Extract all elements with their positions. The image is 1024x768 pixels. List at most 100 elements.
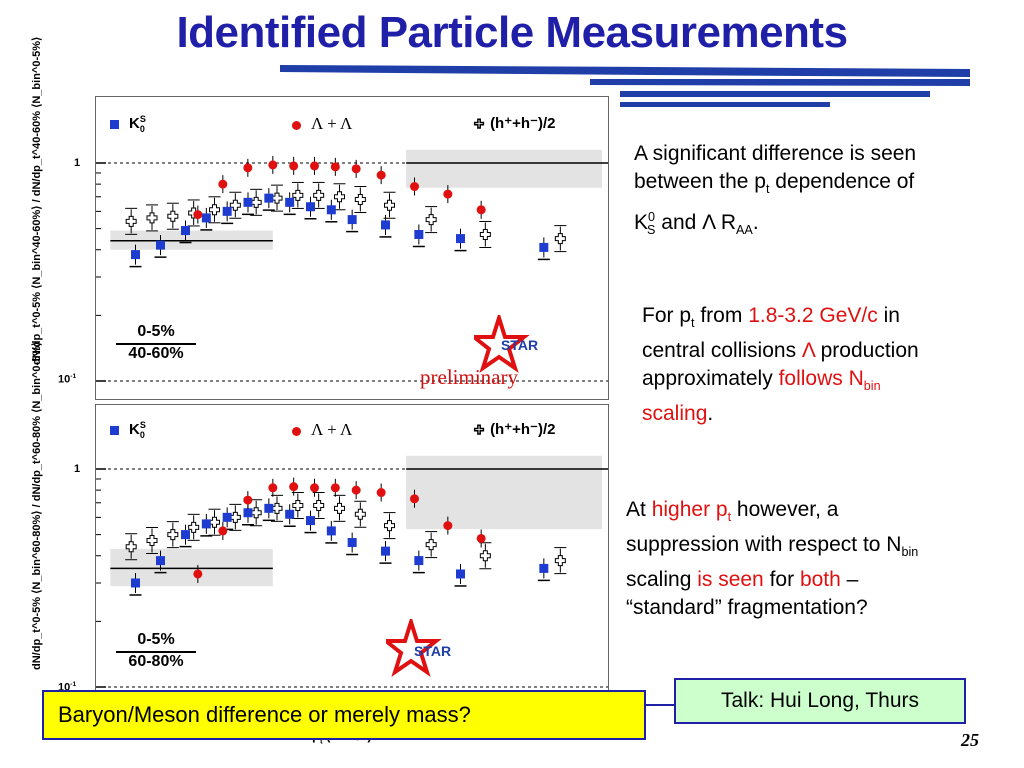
text-block-suppression: At higher pt however, a suppression with… [626,498,919,620]
y-tick-1: 1 [74,463,81,475]
hadron-point [146,212,158,224]
k0s-point [222,512,232,522]
k0s-point [156,556,165,566]
legend-hadron: (h⁺+h⁻)/2 [474,114,555,132]
legend-k0s: KS0 [110,114,146,134]
hadron-point [209,516,220,528]
hadron-point [554,555,566,567]
connector-line [646,704,676,706]
k0s-point [156,240,165,250]
hadron-point [271,192,283,204]
k0s-point [326,205,336,215]
k0s-point [181,530,190,540]
legend-lambda: Λ + Λ [292,420,352,440]
star-logo-text: STAR [501,337,539,353]
lambda-point [268,483,278,493]
lambda-point [218,526,228,536]
hadron-point [250,507,262,519]
lambda-point [351,164,361,174]
chart-panel-top: KS0 Λ + Λ (h⁺+h⁻)/2 1 10-1 0-5% 40-60% S… [58,96,609,400]
chart-plot-bottom [96,455,608,688]
k0s-point [201,213,211,223]
chart-panel-bottom: KS0 Λ + Λ (h⁺+h⁻)/2 1 10-1 0-5% 60-80% S… [58,404,609,694]
lambda-point [351,485,361,495]
page-number: 25 [961,730,979,750]
talk-reference-box: Talk: Hui Long, Thurs [674,678,966,724]
hadron-point [229,199,241,211]
k0s-point [201,519,211,529]
k0s-point [222,206,232,216]
lambda-point [330,162,340,172]
lambda-point [443,189,453,199]
lambda-point [193,569,203,579]
hadron-point [250,196,262,208]
lambda-point [376,488,386,498]
legend-lambda: Λ + Λ [292,114,352,134]
hadron-point [554,233,566,245]
lambda-point [193,210,203,220]
lambda-point [443,521,453,531]
hadron-point [313,189,325,201]
k0s-point [347,215,357,225]
lambda-point [218,179,228,189]
hadron-point [334,502,345,514]
hadron-point [425,539,437,551]
k0s-point [264,503,274,513]
k0s-point [539,563,549,573]
hadron-point [313,500,325,512]
k0s-point [181,226,190,236]
hadron-point [271,502,283,514]
k0s-point [131,250,140,260]
lambda-point [476,533,486,543]
legend-hadron: (h⁺+h⁻)/2 [474,420,555,438]
normalization-band [406,149,602,188]
k0s-point [264,193,274,203]
hadron-point [384,199,395,211]
lambda-point [476,205,486,215]
k0s-point [326,526,336,536]
hadron-point [188,521,200,533]
lambda-point [330,483,340,493]
lambda-point [310,161,319,171]
y-axis-label-top: dN/dp_t^0-5% ⟨N_bin^40-60%⟩ / dN/dp_t^40… [31,36,43,365]
legend-k0s: KS0 [110,420,146,440]
lambda-point [289,161,299,171]
lambda-point [410,182,419,192]
lambda-point [310,483,319,493]
lambda-point [410,494,419,504]
k0s-point [381,220,390,230]
hadron-point [125,215,137,227]
normalization-band [406,455,602,530]
hadron-point [209,204,220,216]
hadron-point [292,189,304,201]
ratio-label: 0-5% 40-60% [116,323,196,363]
hadron-point [167,529,179,541]
page-title: Identified Particle Measurements [176,8,848,57]
k0s-point [414,556,424,566]
k0s-point [306,516,315,526]
hadron-point [167,210,179,222]
hadron-point [125,541,137,553]
lambda-point [376,170,386,180]
k0s-point [456,234,465,244]
chart-plot-top [96,149,608,382]
ratio-label: 0-5% 60-80% [116,631,196,671]
hadron-point [229,511,241,523]
k0s-point [243,508,253,518]
lambda-point [243,163,253,173]
preliminary-label: preliminary [420,365,518,389]
lambda-point [289,482,299,492]
hadron-point [425,214,437,226]
y-axis-label-bottom: dN/dp_t^0-5% ⟨N_bin^60-80%⟩ / dN/dp_t^60… [31,341,43,670]
lambda-point [243,495,253,505]
k0s-point [456,569,465,579]
hadron-point [384,520,395,532]
y-tick-1: 1 [74,157,81,169]
k0s-point [414,229,424,239]
k0s-point [381,546,390,556]
hadron-point [334,191,345,203]
hadron-point [146,534,158,546]
k0s-point [347,538,357,548]
k0s-point [285,509,295,519]
k0s-point [131,578,140,588]
